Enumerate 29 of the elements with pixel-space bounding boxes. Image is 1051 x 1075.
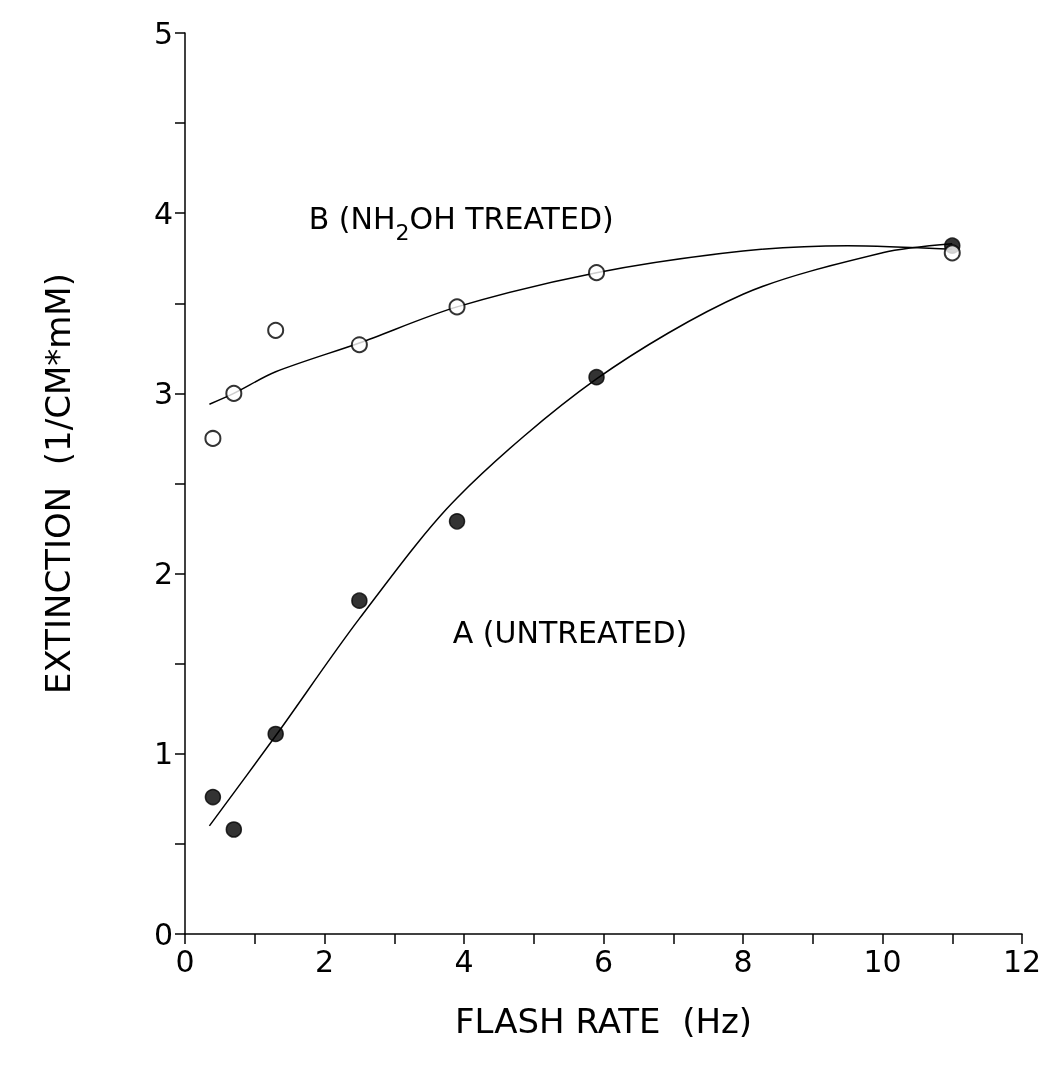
- x-tick-label: 6: [593, 943, 614, 979]
- point: [267, 321, 285, 339]
- y-tick-label: 3: [153, 375, 173, 411]
- x-tick-label: 4: [454, 943, 474, 979]
- y-tick-label: 5: [153, 15, 173, 51]
- x-tick-label: 12: [1002, 943, 1042, 979]
- point: [448, 513, 466, 530]
- x-tick-label: 10: [863, 943, 902, 979]
- point: [351, 592, 368, 609]
- point: [204, 429, 222, 447]
- y-tick-label: 2: [153, 556, 173, 592]
- y-tick-label: 1: [153, 736, 173, 772]
- x-tick-label: 2: [314, 943, 335, 979]
- x-tick-label: 0: [175, 943, 195, 979]
- annotation: A (UNTREATED): [452, 615, 688, 651]
- y-tick-label: 0: [153, 916, 173, 952]
- x-axis-title: FLASH RATE (Hz): [454, 1001, 753, 1041]
- point: [225, 821, 243, 838]
- point: [204, 788, 222, 806]
- point: [448, 298, 466, 316]
- point: [225, 384, 243, 402]
- y-tick-label: 4: [153, 195, 173, 231]
- point: [588, 368, 605, 386]
- y-axis-title: EXTINCTION (1/CM*mM): [38, 273, 78, 694]
- point: [350, 336, 368, 354]
- x-tick-label: 8: [733, 943, 753, 979]
- point: [943, 244, 961, 262]
- point: [588, 264, 606, 282]
- point: [267, 725, 284, 743]
